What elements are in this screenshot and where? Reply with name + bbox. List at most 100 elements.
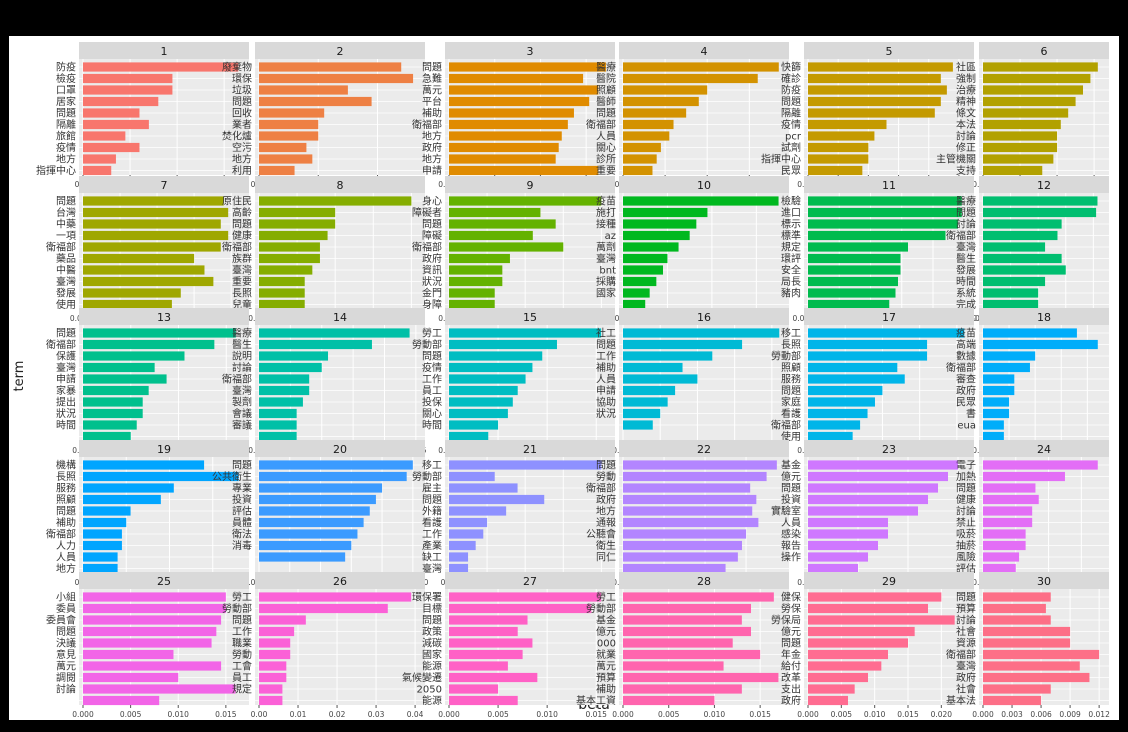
bar [808,362,898,373]
term-label: 臺灣 [56,361,76,374]
term-label: 問題 [956,592,976,604]
term-label: 協助 [596,396,616,409]
bar [808,96,941,107]
term-label: 審議 [232,419,252,432]
facet-panel-11: 11檢驗進口標示標準規定環評安全局長豬肉0.000000.002500.0050… [781,176,980,323]
term-label: 萬劑 [596,241,616,254]
facet-strip [804,42,974,59]
term-label: 國家 [596,287,616,300]
tick-label: 0.015 [585,710,607,719]
bar [808,339,928,350]
bar [623,494,757,505]
term-label: 問題 [596,339,616,351]
tick-label: 0.000 [72,710,94,719]
term-label: 空污 [232,141,252,154]
bar [983,684,1051,694]
term-label: 問題 [422,351,442,363]
term-label: 補助 [422,107,442,120]
bar [983,242,1046,252]
bar [623,288,650,298]
term-label: 加熱 [956,470,976,483]
bar [83,517,127,528]
term-label: 問題 [232,615,252,627]
bar [259,552,346,562]
bar [83,230,229,241]
term-label: 數據 [956,350,976,363]
bar [449,517,488,528]
term-label: 衛法 [232,528,252,541]
term-label: 衛福部 [222,373,252,386]
bar [449,131,562,141]
term-label: 一項 [56,230,76,242]
term-label: 問題 [56,626,76,638]
facet-title: 1 [161,45,168,58]
bar [259,385,310,396]
term-label: 政府 [596,493,616,506]
bar [808,552,868,562]
bar [983,471,1065,482]
facet-strip [79,572,249,589]
bar [259,408,297,419]
tick-label: 0.006 [1030,710,1052,719]
tick-label: 0.000 [972,710,994,719]
bar [808,638,908,648]
bar [983,219,1062,229]
facet-strip [255,440,425,457]
bar [449,85,599,95]
bar [449,529,484,539]
bar [983,351,1036,361]
bar [83,649,174,660]
bar [623,471,767,482]
term-label: 會議 [232,407,252,420]
term-label: 勞動部 [222,602,252,615]
term-label: 目標 [422,602,442,615]
term-label: 長照 [781,339,801,351]
facet-strip [79,42,249,59]
bar [808,626,915,637]
bar [983,638,1071,648]
term-label: 問題 [422,62,442,74]
bar [449,253,510,264]
bar [983,603,1046,614]
bar [623,131,670,141]
facet-title: 21 [523,443,537,456]
term-label: 修正 [956,141,976,154]
term-label: 社工 [596,327,616,340]
term-label: 接種 [596,218,616,231]
bar [808,154,869,164]
bar [449,351,543,361]
bar [83,483,174,493]
facet-strip [804,308,974,325]
facet-panel-3: 3問題急難萬元平台補助衛福部地方政府地方申請0.0000.0030.0060.0… [412,42,615,189]
term-label: 衛福部 [771,419,801,432]
bar [623,207,708,218]
bar [808,563,858,574]
facet-panel-16: 16社工問題工作補助人員申請協助狀況0.0000.0050.0100.0150.… [596,308,789,455]
term-label: 豬肉 [781,287,801,300]
bar [808,265,901,275]
term-label: 進口 [781,207,801,219]
bar [983,253,1062,264]
term-label: 勞保局 [771,614,801,627]
bar [983,460,1098,470]
term-label: 防疫 [56,61,76,74]
bar [449,196,602,206]
bar [983,154,1054,164]
bar [83,142,140,153]
term-label: 年金 [781,648,801,661]
term-label: 衛生 [596,539,616,552]
facet-title: 11 [882,179,896,192]
bar [449,108,574,118]
bar [449,695,518,706]
facet-strip [619,176,789,193]
term-label: 政府 [956,384,976,397]
term-label: 衛福部 [586,482,616,495]
bar [623,661,724,671]
term-label: 回收 [232,107,252,120]
bar [83,552,118,562]
bar [623,649,761,660]
term-label: 補助 [56,516,76,529]
bar [623,638,733,648]
term-label: 國家 [422,648,442,661]
